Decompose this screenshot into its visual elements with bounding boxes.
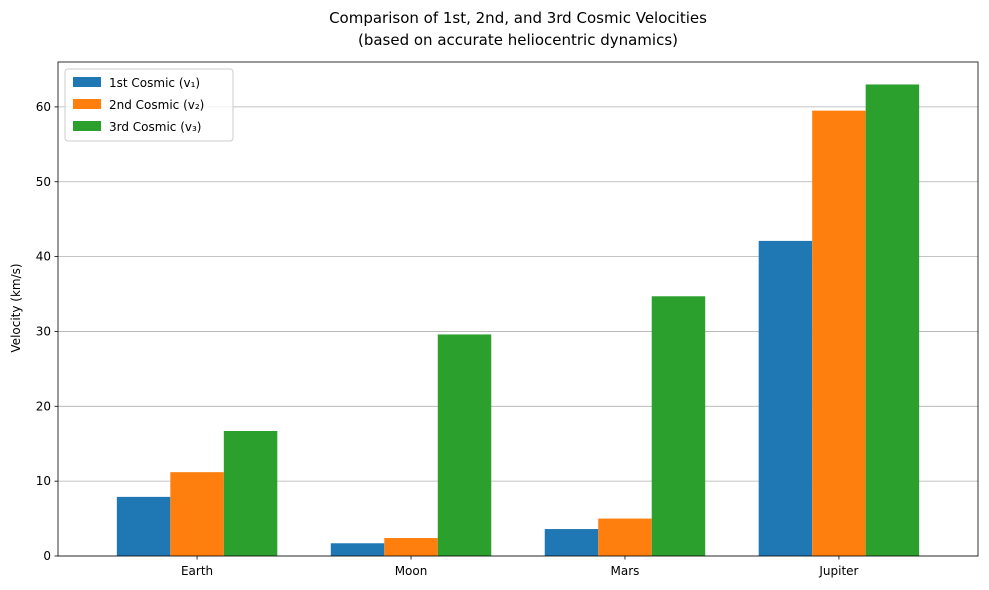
y-tick-label: 0 bbox=[43, 549, 51, 563]
y-tick-label: 60 bbox=[36, 100, 51, 114]
bar bbox=[865, 84, 920, 557]
bar bbox=[437, 334, 492, 556]
bar bbox=[223, 431, 278, 556]
legend-box bbox=[64, 68, 234, 142]
legend-swatch bbox=[73, 77, 101, 87]
bar bbox=[651, 296, 706, 556]
legend-label: 3rd Cosmic (v₃) bbox=[109, 120, 201, 134]
bar bbox=[812, 110, 866, 556]
x-tick-label: Moon bbox=[395, 564, 428, 578]
x-tick-label: Mars bbox=[611, 564, 640, 578]
bar bbox=[330, 543, 385, 556]
plot-frame bbox=[57, 61, 979, 557]
bar bbox=[384, 538, 438, 556]
bar bbox=[758, 240, 813, 556]
y-tick-label: 40 bbox=[36, 250, 51, 264]
bar bbox=[170, 472, 224, 556]
bar bbox=[116, 496, 171, 556]
x-tick-label: Jupiter bbox=[818, 564, 858, 578]
x-tick-label: Earth bbox=[181, 564, 213, 578]
bar bbox=[598, 518, 652, 556]
y-tick-label: 50 bbox=[36, 175, 51, 189]
y-tick-label: 20 bbox=[36, 399, 51, 413]
legend-swatch bbox=[73, 99, 101, 109]
bar bbox=[544, 529, 599, 556]
bars bbox=[116, 84, 920, 557]
chart-subtitle: (based on accurate heliocentric dynamics… bbox=[358, 31, 678, 49]
y-tick-label: 30 bbox=[36, 324, 51, 338]
chart-title: Comparison of 1st, 2nd, and 3rd Cosmic V… bbox=[329, 9, 707, 27]
axes: 0 10 20 30 40 50 60 Earth Moon Mars Jupiter bbox=[36, 61, 979, 578]
y-tick-label: 10 bbox=[36, 474, 51, 488]
legend-label: 1st Cosmic (v₁) bbox=[109, 76, 200, 90]
y-axis-label: Velocity (km/s) bbox=[9, 263, 23, 352]
legend: 1st Cosmic (v₁) 2nd Cosmic (v₂) 3rd Cosmic… bbox=[64, 68, 234, 142]
legend-label: 2nd Cosmic (v₂) bbox=[109, 98, 204, 112]
legend-swatch bbox=[73, 121, 101, 131]
